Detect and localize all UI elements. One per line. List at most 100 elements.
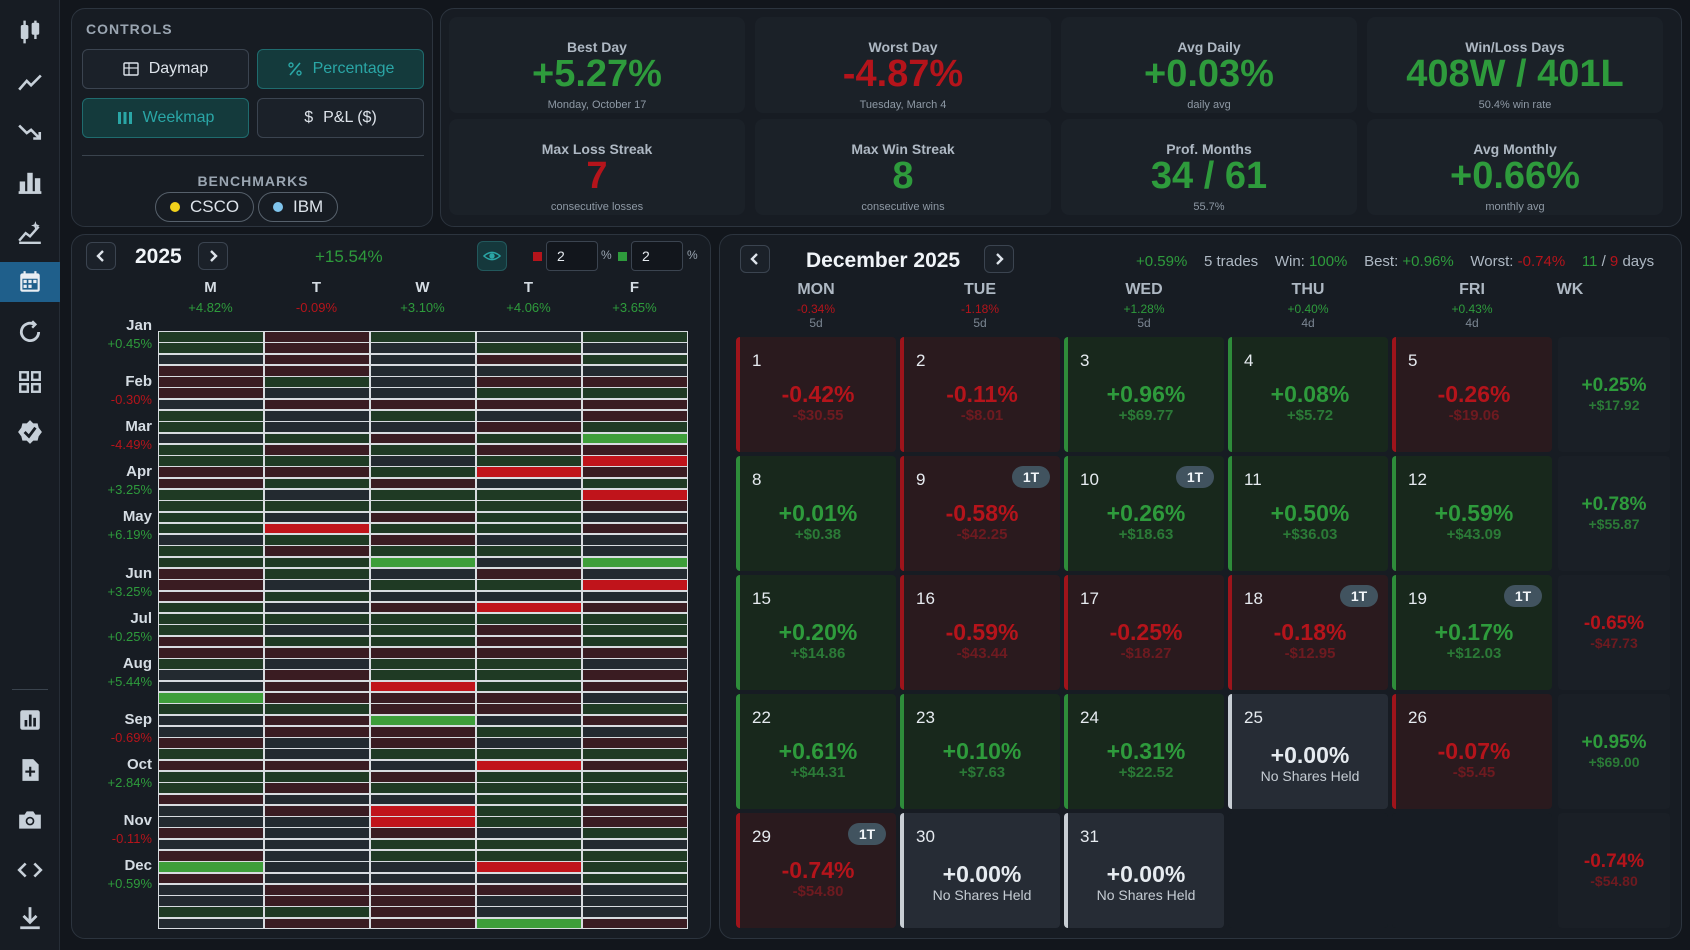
- heatmap-day-cell[interactable]: [477, 625, 581, 636]
- heatmap-day-cell[interactable]: [265, 433, 369, 444]
- heatmap-day-cell[interactable]: [159, 377, 263, 387]
- heatmap-day-cell[interactable]: [159, 557, 263, 568]
- heatmap-day-cell[interactable]: [265, 343, 369, 353]
- heatmap-day-cell[interactable]: [159, 343, 263, 353]
- heatmap-day-cell[interactable]: [371, 557, 475, 568]
- heatmap-day-cell[interactable]: [477, 862, 581, 872]
- heatmap-day-cell[interactable]: [371, 681, 475, 692]
- heatmap-day-cell[interactable]: [265, 523, 369, 534]
- heatmap-day-cell[interactable]: [583, 772, 687, 782]
- heatmap-day-cell[interactable]: [371, 907, 475, 918]
- camera-icon[interactable]: [10, 800, 50, 840]
- heatmap-day-cell[interactable]: [583, 433, 687, 444]
- heatmap-day-cell[interactable]: [371, 602, 475, 613]
- heatmap-day-cell[interactable]: [477, 817, 581, 827]
- heatmap-day-cell[interactable]: [159, 433, 263, 444]
- heatmap-day-cell[interactable]: [583, 783, 687, 793]
- next-month-button[interactable]: [984, 245, 1014, 273]
- heatmap-day-cell[interactable]: [583, 332, 687, 342]
- calendar-day-cell[interactable]: 31 +0.00% No Shares Held: [1064, 813, 1224, 928]
- heatmap-day-cell[interactable]: [583, 388, 687, 399]
- heatmap-day-cell[interactable]: [159, 862, 263, 872]
- heatmap-day-cell[interactable]: [159, 365, 263, 376]
- heatmap-day-cell[interactable]: [583, 636, 687, 647]
- heatmap-day-cell[interactable]: [265, 478, 369, 489]
- month-label[interactable]: Sep -0.69%: [72, 711, 152, 745]
- heatmap-day-cell[interactable]: [371, 738, 475, 748]
- heatmap-day-cell[interactable]: [265, 399, 369, 410]
- heatmap-day-cell[interactable]: [583, 523, 687, 534]
- heatmap-day-cell[interactable]: [477, 614, 581, 624]
- heatmap-day-cell[interactable]: [583, 580, 687, 590]
- heatmap-day-cell[interactable]: [371, 851, 475, 861]
- heatmap-day-cell[interactable]: [477, 772, 581, 782]
- heatmap-day-cell[interactable]: [371, 704, 475, 714]
- month-label[interactable]: Jun +3.25%: [72, 565, 152, 599]
- heatmap-day-cell[interactable]: [477, 546, 581, 557]
- heatmap-day-cell[interactable]: [583, 659, 687, 669]
- heatmap-day-cell[interactable]: [477, 760, 581, 771]
- heatmap-day-cell[interactable]: [477, 839, 581, 850]
- heatmap-day-cell[interactable]: [583, 422, 687, 432]
- heatmap-day-cell[interactable]: [265, 444, 369, 455]
- heatmap-day-cell[interactable]: [159, 332, 263, 342]
- heatmap-day-cell[interactable]: [583, 343, 687, 353]
- heatmap-day-cell[interactable]: [583, 410, 687, 421]
- heatmap-day-cell[interactable]: [265, 907, 369, 918]
- heatmap-day-cell[interactable]: [583, 918, 687, 929]
- heatmap-day-cell[interactable]: [477, 918, 581, 929]
- heatmap-day-cell[interactable]: [583, 489, 687, 500]
- heatmap-day-cell[interactable]: [159, 783, 263, 793]
- heatmap-day-cell[interactable]: [583, 884, 687, 895]
- heatmap-day-cell[interactable]: [159, 388, 263, 399]
- heatmap-day-cell[interactable]: [477, 365, 581, 376]
- heatmap-day-cell[interactable]: [477, 907, 581, 918]
- heatmap-day-cell[interactable]: [583, 557, 687, 568]
- heatmap-day-cell[interactable]: [371, 580, 475, 590]
- heatmap-day-cell[interactable]: [265, 388, 369, 399]
- heatmap-day-cell[interactable]: [477, 489, 581, 500]
- heatmap-day-cell[interactable]: [371, 388, 475, 399]
- heatmap-day-cell[interactable]: [159, 614, 263, 624]
- heatmap-day-cell[interactable]: [265, 614, 369, 624]
- calendar-day-cell[interactable]: 2 -0.11% -$8.01: [900, 337, 1060, 452]
- heatmap-day-cell[interactable]: [265, 546, 369, 557]
- heatmap-day-cell[interactable]: [159, 817, 263, 827]
- heatmap-day-cell[interactable]: [477, 794, 581, 805]
- heatmap-day-cell[interactable]: [159, 546, 263, 557]
- heatmap-day-cell[interactable]: [265, 636, 369, 647]
- heatmap-day-cell[interactable]: [371, 546, 475, 557]
- calendar-day-cell[interactable]: 4 +0.08% +$5.72: [1228, 337, 1388, 452]
- candlestick-icon[interactable]: [10, 12, 50, 52]
- heatmap-day-cell[interactable]: [371, 839, 475, 850]
- heatmap-day-cell[interactable]: [265, 670, 369, 681]
- heatmap-day-cell[interactable]: [371, 884, 475, 895]
- heatmap-day-cell[interactable]: [477, 354, 581, 365]
- heatmap-day-cell[interactable]: [477, 896, 581, 906]
- heatmap-day-cell[interactable]: [159, 918, 263, 929]
- month-label[interactable]: Jan +0.45%: [72, 317, 152, 351]
- heatmap-day-cell[interactable]: [159, 873, 263, 884]
- daymap-button[interactable]: Daymap: [82, 49, 249, 89]
- heatmap-day-cell[interactable]: [477, 670, 581, 681]
- heatmap-day-cell[interactable]: [265, 794, 369, 805]
- positive-threshold-input[interactable]: [631, 241, 683, 271]
- heatmap-day-cell[interactable]: [477, 749, 581, 760]
- heatmap-day-cell[interactable]: [371, 726, 475, 737]
- heatmap-day-cell[interactable]: [265, 535, 369, 545]
- heatmap-day-cell[interactable]: [477, 444, 581, 455]
- heatmap-day-cell[interactable]: [159, 794, 263, 805]
- heatmap-day-cell[interactable]: [265, 704, 369, 714]
- heatmap-day-cell[interactable]: [265, 715, 369, 726]
- heatmap-day-cell[interactable]: [159, 760, 263, 771]
- chart-sparkle-icon[interactable]: [10, 212, 50, 252]
- heatmap-day-cell[interactable]: [477, 659, 581, 669]
- heatmap-day-cell[interactable]: [371, 670, 475, 681]
- heatmap-day-cell[interactable]: [265, 501, 369, 511]
- heatmap-day-cell[interactable]: [265, 896, 369, 906]
- heatmap-day-cell[interactable]: [265, 410, 369, 421]
- heatmap-day-cell[interactable]: [159, 670, 263, 681]
- heatmap-day-cell[interactable]: [371, 647, 475, 658]
- heatmap-day-cell[interactable]: [583, 625, 687, 636]
- heatmap-day-cell[interactable]: [477, 399, 581, 410]
